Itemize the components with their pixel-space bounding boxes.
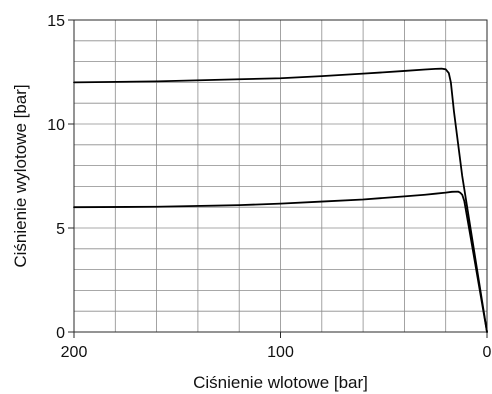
- series-line-1: [73, 67, 488, 333]
- x-tick-label: 100: [267, 344, 294, 361]
- y-axis-title: Ciśnienie wylotowe [bar]: [11, 84, 30, 267]
- series-line-2: [73, 190, 488, 333]
- x-tick-label: 0: [483, 344, 492, 361]
- y-tick-label: 0: [56, 325, 65, 342]
- y-tick-label: 5: [56, 221, 65, 238]
- tick-labels: 0 5 10 15 200 100 0: [47, 13, 491, 361]
- x-tick-label: 200: [61, 344, 88, 361]
- y-tick-label: 10: [47, 117, 65, 134]
- x-axis-title: Ciśnienie wlotowe [bar]: [193, 373, 368, 392]
- series-layer: [73, 67, 488, 333]
- axis-ticks: [68, 19, 488, 338]
- grid: [74, 20, 487, 332]
- y-tick-label: 15: [47, 13, 65, 30]
